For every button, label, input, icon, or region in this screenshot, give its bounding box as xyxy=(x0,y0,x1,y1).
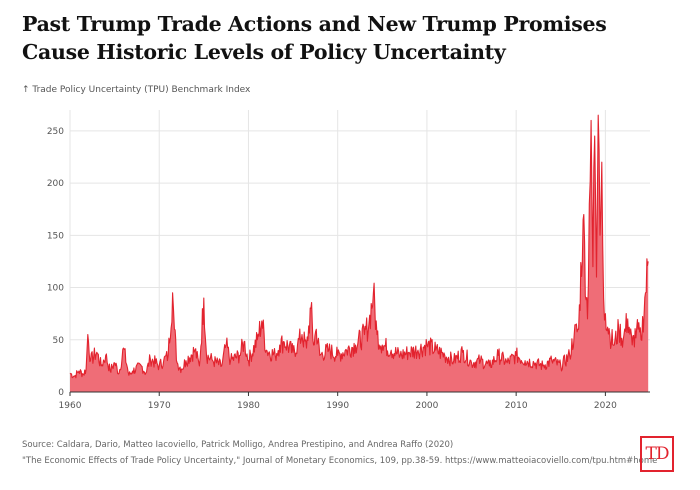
y-tick-label: 100 xyxy=(47,284,64,294)
x-tick-label: 2000 xyxy=(415,401,438,411)
y-tick-label: 250 xyxy=(47,127,64,137)
source-line-2: "The Economic Effects of Trade Policy Un… xyxy=(22,456,658,466)
y-tick-label: 150 xyxy=(47,231,64,241)
series-area-fill xyxy=(70,115,649,392)
source-line-1: Source: Caldara, Dario, Matteo Iacoviell… xyxy=(22,440,454,450)
tax-foundation-logo: TD xyxy=(640,436,674,472)
y-tick-label: 200 xyxy=(47,179,64,189)
y-axis-label: ↑ Trade Policy Uncertainty (TPU) Benchma… xyxy=(22,85,251,95)
x-tick-label: 1980 xyxy=(237,401,260,411)
y-tick-label: 0 xyxy=(58,388,64,398)
x-tick-label: 2010 xyxy=(505,401,528,411)
series-line xyxy=(69,114,649,379)
y-tick-label: 50 xyxy=(53,336,65,346)
x-tick-label: 1960 xyxy=(59,401,82,411)
x-tick-label: 2020 xyxy=(594,401,617,411)
chart-title: Past Trump Trade Actions and New Trump P… xyxy=(22,12,607,64)
x-tick-label: 1970 xyxy=(148,401,171,411)
x-tick-label: 1990 xyxy=(326,401,349,411)
